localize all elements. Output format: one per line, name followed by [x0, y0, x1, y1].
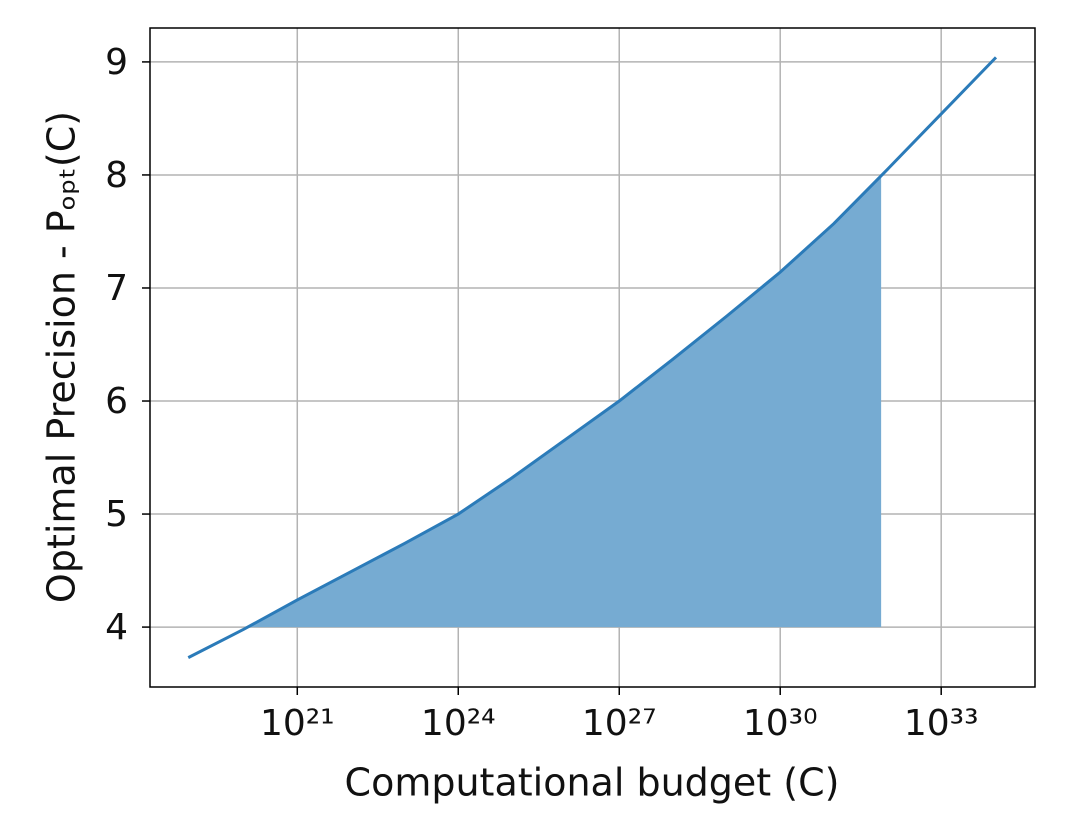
- plot-frame: [149, 27, 1036, 688]
- y-tick-label: 7: [105, 268, 128, 309]
- x-tick-label: 10²⁴: [421, 703, 496, 744]
- x-tick-label: 10²¹: [260, 703, 335, 744]
- y-tick-label: 8: [105, 155, 128, 196]
- x-axis-label: Computational budget (C): [345, 761, 840, 805]
- y-tick-label: 4: [105, 607, 128, 648]
- line: [187, 56, 998, 659]
- y-tick-label: 6: [105, 381, 128, 422]
- shaded-area: [247, 175, 882, 628]
- y-tick-label: 9: [105, 42, 128, 83]
- x-tick-label: 10²⁷: [582, 703, 657, 744]
- y-tick-label: 5: [105, 494, 128, 535]
- x-tick-label: 10³³: [904, 703, 979, 744]
- y-axis-label: Optimal Precision - Pₒₚₜ(C): [40, 111, 84, 603]
- x-tick-label: 10³⁰: [743, 703, 818, 744]
